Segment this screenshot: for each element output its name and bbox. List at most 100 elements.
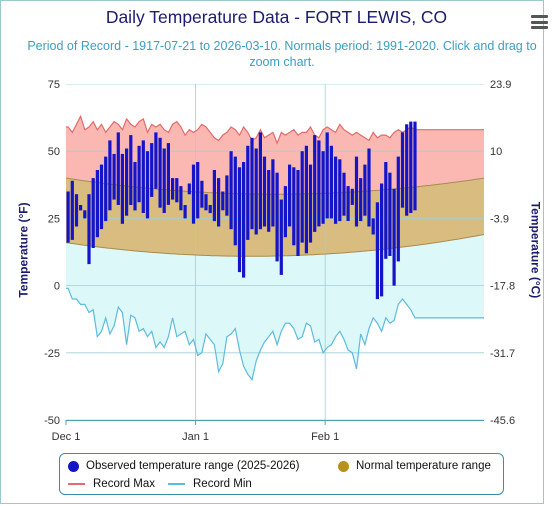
observed-bar[interactable] [342,172,346,216]
normal-dot-icon [338,460,349,472]
observed-bar[interactable] [217,178,221,227]
observed-bar[interactable] [150,143,154,197]
observed-bar[interactable] [116,132,120,205]
observed-bar[interactable] [384,162,388,259]
observed-bar[interactable] [292,167,296,246]
observed-bar[interactable] [237,167,242,273]
observed-bar[interactable] [104,156,108,222]
observed-bar[interactable] [271,159,275,227]
observed-bar[interactable] [154,132,158,189]
hamburger-menu-icon[interactable] [531,15,548,29]
observed-bar[interactable] [308,164,313,243]
y-tick-label-right: 23.9 [490,79,511,91]
normal-range-fill [66,178,484,257]
legend-item-normal[interactable]: Normal temperature range [338,460,491,472]
observed-bar[interactable] [258,132,262,230]
observed-bar[interactable] [321,151,325,224]
observed-bar[interactable] [162,148,166,214]
observed-bar[interactable] [208,205,212,214]
observed-bar[interactable] [158,137,162,208]
observed-bar[interactable] [329,145,333,219]
observed-bar[interactable] [74,194,79,227]
observed-bar[interactable] [66,191,70,243]
observed-bar[interactable] [325,132,329,219]
observed-bar[interactable] [70,180,74,240]
observed-bar[interactable] [334,156,338,224]
observed-bar[interactable] [133,162,137,211]
observed-bar[interactable] [166,143,170,205]
observed-bar[interactable] [338,159,342,222]
observed-bar[interactable] [120,153,124,224]
observed-bar[interactable] [112,153,116,200]
y-axis-right-ticks: 23.9 10 -3.9 -17.8 -31.7 -45.6 [490,79,515,427]
observed-bar[interactable] [141,140,145,213]
legend-item-record-max[interactable]: Record Max [68,478,155,490]
observed-bar[interactable] [296,170,300,256]
observed-bar[interactable] [375,202,379,300]
observed-bar[interactable] [363,164,367,216]
observed-bar[interactable] [187,183,191,195]
observed-bar[interactable] [304,145,308,254]
observed-bar[interactable] [396,156,400,262]
record-max-line [66,114,484,145]
y-tick-label: 0 [54,281,60,293]
observed-bar[interactable] [95,170,99,238]
observed-bar[interactable] [242,162,246,278]
observed-bar[interactable] [275,172,279,262]
observed-bar[interactable] [191,164,196,224]
observed-bar[interactable] [405,124,409,216]
observed-bar[interactable] [233,156,237,246]
observed-bar[interactable] [283,186,287,238]
observed-bar[interactable] [250,137,254,230]
observed-bar[interactable] [79,205,83,211]
y-tick-label-right: -45.6 [490,415,515,427]
observed-bar[interactable] [225,175,229,216]
observed-bar[interactable] [400,132,405,208]
observed-bar[interactable] [388,172,392,256]
observed-bar[interactable] [145,151,150,219]
observed-bar[interactable] [229,151,233,230]
observed-bar[interactable] [171,178,175,200]
legend-item-observed[interactable]: Observed temperature range (2025-2026) [68,460,300,472]
observed-bar[interactable] [129,135,133,205]
observed-bar[interactable] [254,148,258,235]
observed-bar[interactable] [300,151,304,243]
x-tick-label: Feb 1 [311,431,339,443]
observed-bar[interactable] [392,188,396,286]
observed-bar[interactable] [371,218,375,235]
observed-bar[interactable] [317,140,321,227]
observed-bar[interactable] [87,194,91,265]
observed-bar[interactable] [380,183,384,297]
observed-bar[interactable] [246,145,250,240]
y-tick-label: 75 [48,79,60,91]
observed-bar[interactable] [91,178,95,248]
legend-item-record-min[interactable]: Record Min [168,478,252,490]
observed-bar[interactable] [221,191,225,211]
observed-bar[interactable] [125,148,129,216]
observed-bar[interactable] [99,164,104,230]
y-tick-label: -25 [44,348,60,360]
observed-bar[interactable] [288,164,292,227]
observed-bar[interactable] [262,156,267,227]
observed-bar[interactable] [200,180,204,208]
observed-bar[interactable] [367,148,371,227]
observed-bar[interactable] [279,199,283,275]
observed-bar[interactable] [137,145,141,203]
observed-bar[interactable] [183,205,187,219]
observed-bar[interactable] [354,156,359,227]
observed-bar[interactable] [204,194,208,211]
observed-bar[interactable] [350,188,354,205]
observed-bar[interactable] [409,121,413,213]
observed-bar[interactable] [313,135,317,232]
observed-bar[interactable] [212,170,216,222]
observed-bar[interactable] [346,186,350,221]
observed-bar[interactable] [175,178,179,203]
observed-bar[interactable] [108,140,112,211]
observed-bar[interactable] [196,162,200,219]
observed-bar[interactable] [83,210,87,219]
observed-bar[interactable] [267,170,271,232]
observed-bar[interactable] [179,186,183,211]
observed-bar[interactable] [359,178,363,222]
observed-bar[interactable] [413,121,417,211]
